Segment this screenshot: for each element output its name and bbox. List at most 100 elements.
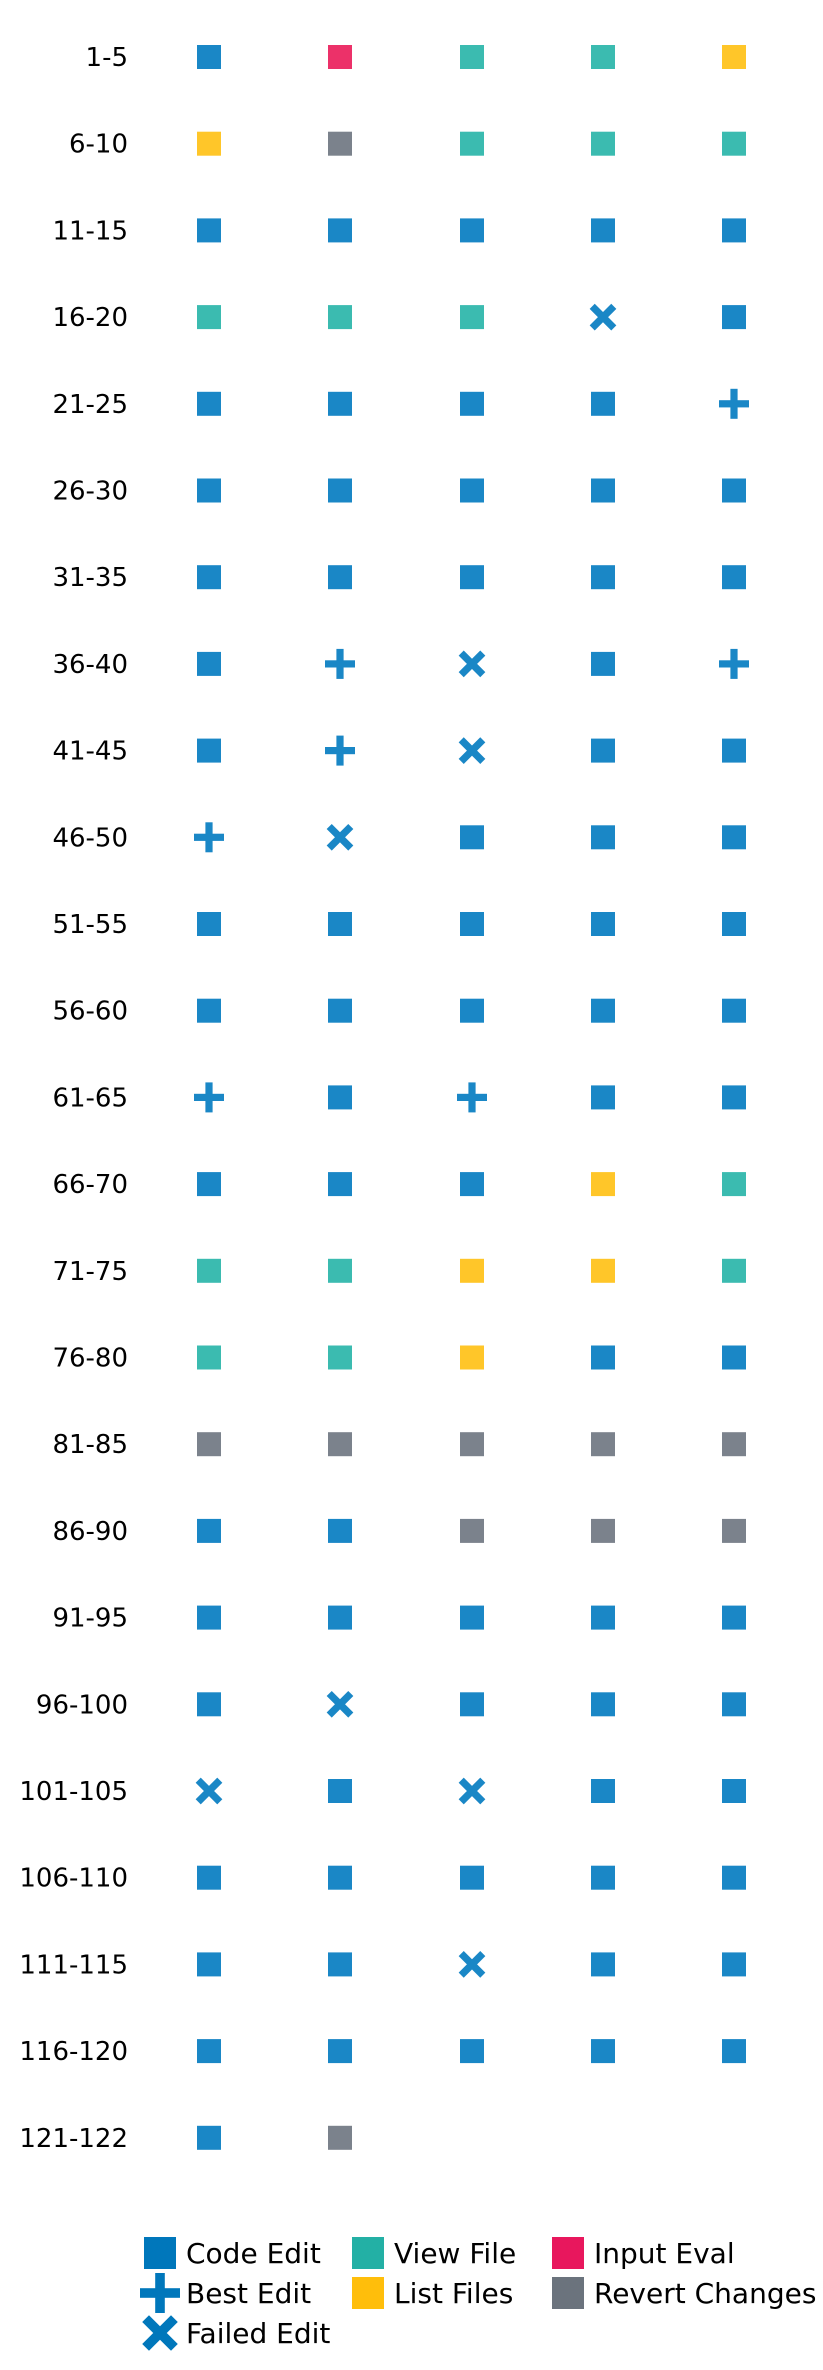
code-edit-mark <box>722 1952 746 1977</box>
failed-edit-mark <box>195 1777 223 1805</box>
best-edit-mark <box>719 388 749 419</box>
code-edit-mark <box>722 478 746 503</box>
code-edit-mark <box>197 1172 221 1197</box>
code-edit-mark <box>328 1172 352 1197</box>
legend-item-revert-changes: Revert Changes <box>552 2277 816 2310</box>
code-edit-mark <box>197 1952 221 1977</box>
code-edit-mark <box>197 1692 221 1717</box>
code-edit-mark <box>328 391 352 416</box>
code-edit-mark <box>197 478 221 503</box>
code-edit-mark <box>591 218 615 243</box>
revert-changes-mark <box>460 1518 484 1543</box>
legend-label: View File <box>394 2237 516 2270</box>
list-files-mark <box>591 1172 615 1197</box>
code-edit-mark <box>460 1605 484 1630</box>
row-label: 6-10 <box>69 130 128 160</box>
code-edit-mark <box>722 1605 746 1630</box>
legend-label: Revert Changes <box>594 2277 816 2310</box>
code-edit-mark <box>591 912 615 936</box>
revert-changes-mark <box>197 1432 221 1457</box>
failed-edit-mark <box>458 1951 486 1978</box>
code-edit-mark <box>722 305 746 330</box>
legend-item-list-files: List Files <box>352 2277 513 2310</box>
code-edit-mark <box>460 478 484 503</box>
row-label: 51-55 <box>52 910 128 940</box>
code-edit-mark <box>197 998 221 1023</box>
code-edit-mark <box>197 45 221 69</box>
code-edit-mark <box>460 1865 484 1890</box>
best-edit-mark <box>719 648 749 679</box>
code-edit-mark <box>591 998 615 1023</box>
code-edit-mark <box>197 565 221 590</box>
view-file-mark <box>722 1172 746 1197</box>
code-edit-mark <box>328 912 352 936</box>
legend-input-eval-swatch <box>552 2237 584 2269</box>
failed-edit-mark <box>326 1690 354 1718</box>
view-file-mark <box>591 45 615 69</box>
code-edit-mark <box>460 1172 484 1197</box>
row-label: 16-20 <box>52 303 128 333</box>
row-label: 81-85 <box>52 1430 128 1460</box>
best-edit-mark <box>194 822 224 853</box>
code-edit-mark <box>722 1085 746 1110</box>
row-label: 41-45 <box>52 737 128 767</box>
code-edit-mark <box>591 391 615 416</box>
code-edit-mark <box>328 478 352 503</box>
code-edit-mark <box>328 1605 352 1630</box>
legend-item-code-edit: Code Edit <box>144 2237 321 2270</box>
code-edit-mark <box>722 565 746 590</box>
legend-label: Code Edit <box>186 2237 321 2270</box>
list-files-mark <box>591 1258 615 1283</box>
view-file-mark <box>197 1345 221 1370</box>
code-edit-mark <box>591 2039 615 2064</box>
chart-marks <box>194 45 749 2150</box>
code-edit-mark <box>460 565 484 590</box>
legend-best-edit-swatch <box>140 2273 180 2313</box>
best-edit-mark <box>194 1082 224 1113</box>
code-edit-mark <box>722 1865 746 1890</box>
legend-code-edit-swatch <box>144 2237 176 2269</box>
code-edit-mark <box>197 1518 221 1543</box>
code-edit-mark <box>197 1865 221 1890</box>
row-label: 96-100 <box>36 1690 128 1720</box>
code-edit-mark <box>328 2039 352 2064</box>
row-label: 91-95 <box>52 1604 128 1634</box>
failed-edit-mark <box>589 303 617 331</box>
view-file-mark <box>197 1258 221 1283</box>
code-edit-mark <box>591 565 615 590</box>
code-edit-mark <box>328 1952 352 1977</box>
row-labels: 1-5 6-10 11-15 16-20 21-25 26-30 31-35 36-40 41-… <box>19 43 128 2154</box>
revert-changes-mark <box>722 1432 746 1457</box>
row-label: 71-75 <box>52 1257 128 1287</box>
row-label: 76-80 <box>52 1344 128 1374</box>
view-file-mark <box>328 1258 352 1283</box>
code-edit-mark <box>328 1779 352 1803</box>
code-edit-mark <box>460 825 484 850</box>
revert-changes-mark <box>722 1518 746 1543</box>
revert-changes-mark <box>328 1432 352 1457</box>
code-edit-mark <box>197 651 221 676</box>
list-files-mark <box>197 131 221 156</box>
code-edit-mark <box>197 1605 221 1630</box>
legend-label: Best Edit <box>186 2277 311 2310</box>
best-edit-mark <box>457 1082 487 1113</box>
revert-changes-mark <box>328 2125 352 2150</box>
failed-edit-mark <box>326 823 354 851</box>
code-edit-mark <box>197 738 221 763</box>
row-label: 26-30 <box>52 477 128 507</box>
legend: Code Edit Best Edit Failed Edit View File Li… <box>140 2237 816 2351</box>
code-edit-mark <box>591 1085 615 1110</box>
best-edit-mark <box>325 648 355 679</box>
code-edit-mark <box>722 218 746 243</box>
row-label: 66-70 <box>52 1170 128 1200</box>
code-edit-mark <box>460 912 484 936</box>
revert-changes-mark <box>591 1518 615 1543</box>
legend-item-view-file: View File <box>352 2237 516 2270</box>
code-edit-mark <box>591 1605 615 1630</box>
revert-changes-mark <box>591 1432 615 1457</box>
view-file-mark <box>460 305 484 330</box>
code-edit-mark <box>328 565 352 590</box>
view-file-mark <box>591 131 615 156</box>
